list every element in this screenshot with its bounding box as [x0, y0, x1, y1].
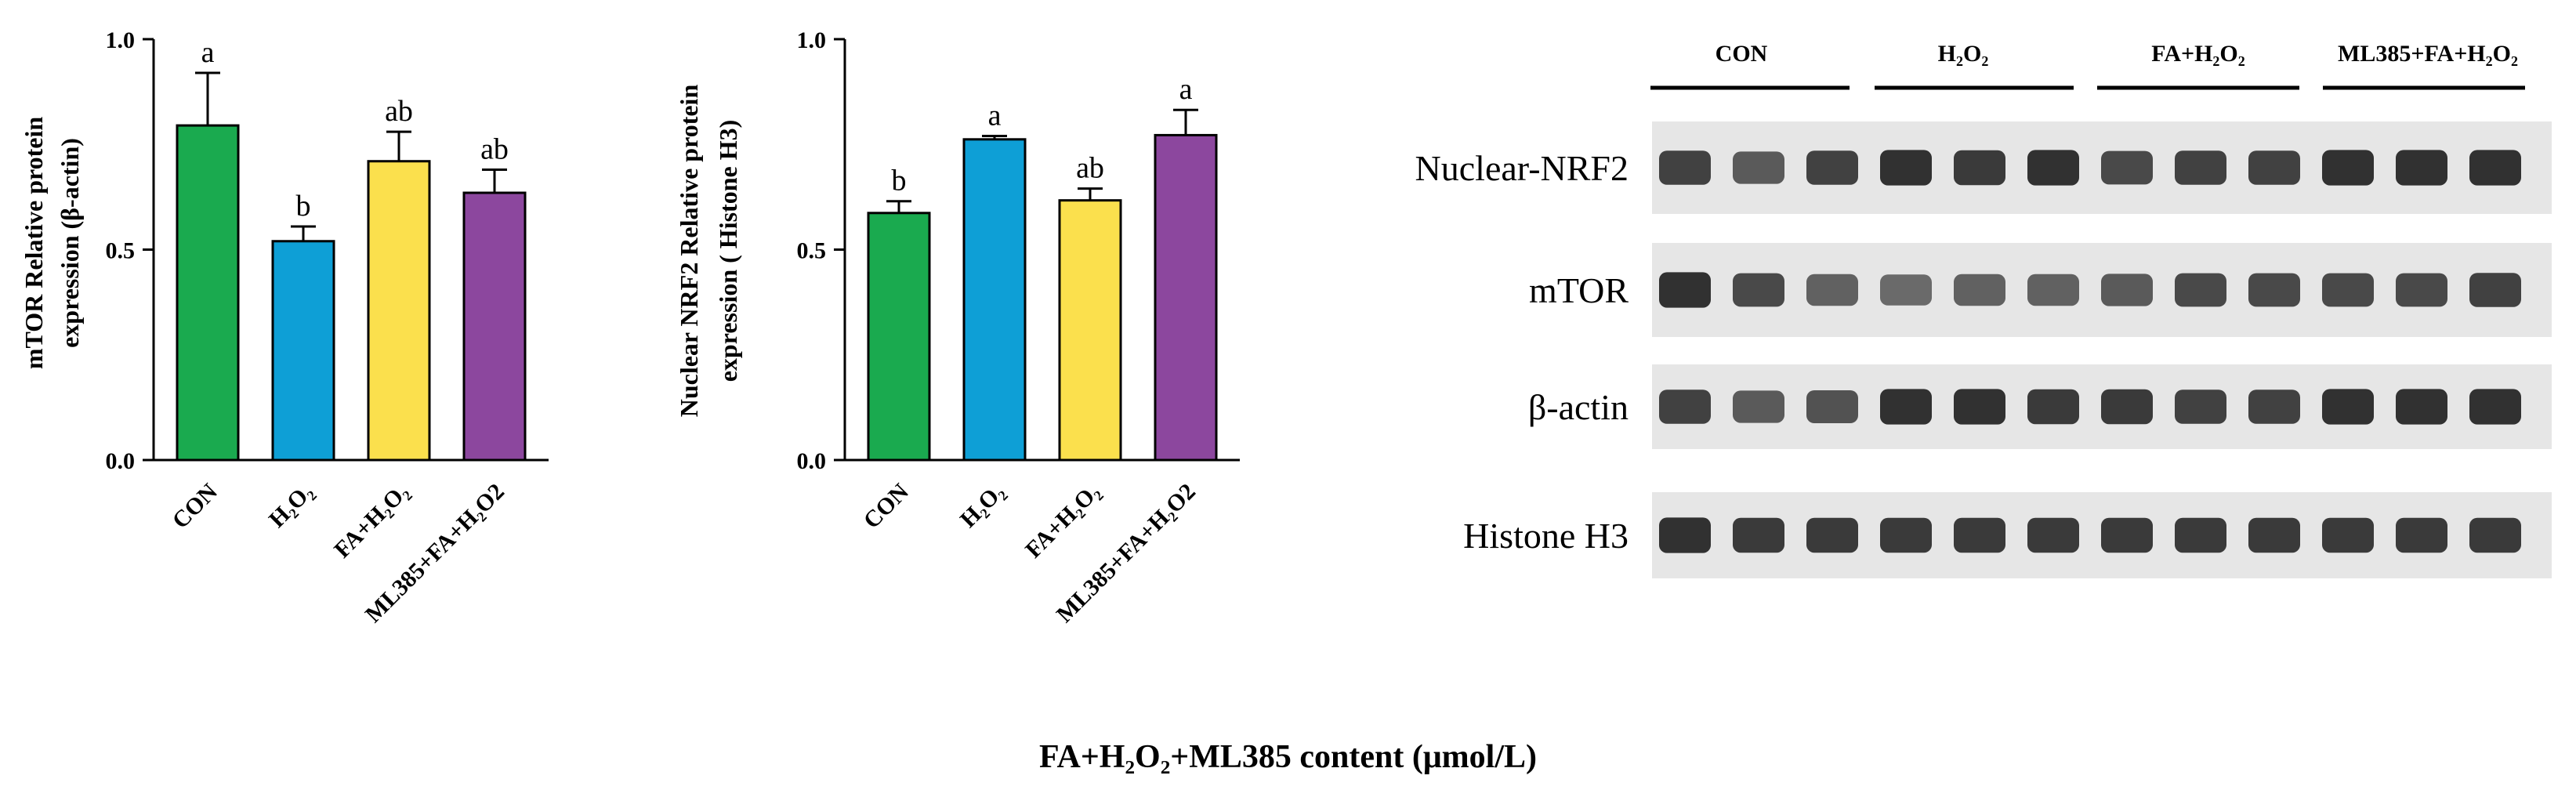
- blot-band: [2396, 517, 2447, 553]
- blot-band: [1880, 389, 1932, 425]
- significance-letter: b: [892, 165, 907, 197]
- significance-letter: ab: [480, 132, 509, 165]
- blot-band: [2175, 150, 2226, 185]
- significance-letter: ab: [385, 95, 413, 128]
- mtor-bar-chart: 0.0 0.5 1.0 mTOR Relative protein expression…: [20, 27, 549, 628]
- blot-row-label: mTOR: [1529, 270, 1629, 310]
- nrf2-bar-chart: 0.0 0.5 1.0 Nuclear NRF2 Relative protein ex…: [675, 27, 1240, 628]
- blot-band: [2248, 150, 2300, 185]
- y-axis-label: expression ( Histone H3): [714, 120, 742, 382]
- y-tick-label: 0.0: [106, 448, 136, 474]
- y-tick-label: 0.5: [106, 238, 136, 264]
- significance-letter: a: [1179, 73, 1193, 106]
- blot-band: [2469, 150, 2521, 186]
- bar: [271, 240, 335, 462]
- blot-band: [2469, 273, 2521, 307]
- blot-band: [1954, 517, 2005, 553]
- blot-band: [1659, 517, 1711, 553]
- blot-band: [1880, 274, 1932, 306]
- bar: [367, 160, 431, 462]
- blot-band: [1659, 150, 1711, 185]
- bar: [462, 191, 527, 462]
- blot-band: [2101, 389, 2153, 425]
- category-label: FA+H₂O₂: [329, 479, 414, 563]
- category-label: CON: [858, 478, 914, 534]
- blot-band: [2175, 390, 2226, 424]
- blot-group-label: ML385+FA+H₂O₂: [2338, 41, 2518, 67]
- y-tick-label: 1.0: [106, 27, 136, 53]
- blot-band: [2396, 389, 2447, 425]
- blot-group-label: FA+H₂O₂: [2151, 41, 2245, 67]
- blot-band: [2027, 274, 2079, 306]
- blot-band: [1954, 389, 2005, 425]
- blot-band: [2175, 517, 2226, 553]
- significance-letter: b: [296, 190, 311, 223]
- blot-band: [1954, 150, 2005, 186]
- blot-band: [2101, 150, 2153, 185]
- y-axis-label: mTOR Relative protein: [20, 117, 48, 370]
- bar: [867, 212, 931, 462]
- blot-band: [2248, 517, 2300, 553]
- y-axis-label: expression (β-actin): [56, 138, 84, 348]
- blot-band: [2027, 389, 2079, 425]
- blot-band: [1733, 151, 1784, 184]
- category-label: H₂O₂: [955, 479, 1009, 533]
- blot-band: [2101, 517, 2153, 553]
- blot-band: [2396, 273, 2447, 307]
- blot-band: [2248, 390, 2300, 424]
- blot-band: [1806, 150, 1858, 185]
- y-tick-label: 0.5: [797, 238, 827, 264]
- y-axis-label: Nuclear NRF2 Relative protein: [675, 85, 703, 418]
- bar: [1058, 199, 1122, 462]
- blot-band: [2027, 150, 2079, 186]
- blot-row-label: Nuclear-NRF2: [1415, 148, 1629, 188]
- bar: [962, 138, 1027, 462]
- blot-row-label: β-actin: [1528, 387, 1629, 427]
- category-label: FA+H₂O₂: [1020, 479, 1105, 563]
- blot-band: [1880, 150, 1932, 186]
- blot-band: [1954, 274, 2005, 306]
- blot-band: [1806, 390, 1858, 423]
- category-label: H₂O₂: [264, 479, 318, 533]
- blot-band: [1733, 517, 1784, 553]
- blot-band: [2469, 389, 2521, 425]
- blot-band: [2027, 517, 2079, 553]
- blot-band: [1659, 272, 1711, 308]
- blot-band: [2101, 274, 2153, 306]
- significance-letter: a: [201, 36, 215, 69]
- blot-band: [1880, 517, 1932, 553]
- y-tick-label: 1.0: [797, 27, 827, 53]
- blot-band: [2175, 273, 2226, 307]
- bar: [176, 124, 240, 462]
- blot-row-label: Histone H3: [1463, 516, 1629, 556]
- blot-band: [2322, 273, 2374, 307]
- blot-band: [2322, 389, 2374, 425]
- blot-band: [2248, 273, 2300, 307]
- blot-band: [1733, 273, 1784, 307]
- bar: [1154, 133, 1218, 462]
- blot-group-label: CON: [1716, 41, 1768, 67]
- blot-band: [2469, 517, 2521, 553]
- blot-band: [2396, 150, 2447, 186]
- significance-letter: a: [988, 100, 1002, 132]
- footer-caption: FA+H₂O₂+ML385 content (μmol/L): [1038, 739, 1537, 775]
- blot-band: [1806, 517, 1858, 553]
- blot-band: [1806, 274, 1858, 306]
- blot-band: [2322, 517, 2374, 553]
- significance-letter: ab: [1076, 152, 1104, 185]
- blot-group-label: H₂O₂: [1938, 41, 1989, 67]
- y-tick-label: 0.0: [797, 448, 827, 474]
- blot-band: [2322, 150, 2374, 186]
- blot-band: [1659, 390, 1711, 424]
- western-blot-panel: CON H₂O₂ FA+H₂O₂ ML385+FA+H₂O₂ Nuclear-NRF2 m…: [1415, 41, 2552, 578]
- category-label: CON: [167, 478, 223, 534]
- blot-band: [1733, 390, 1784, 423]
